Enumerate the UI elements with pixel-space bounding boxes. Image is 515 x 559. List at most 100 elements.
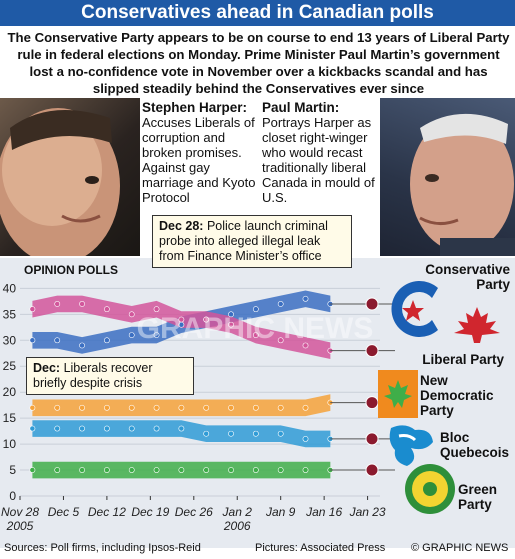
data-point [302,342,309,349]
y-tick-label: 15 [3,411,17,425]
footer-credit: © GRAPHIC NEWS [411,542,509,554]
data-point [29,404,36,411]
data-point [79,467,85,473]
y-axis: 0 5 10 15 20 25 30 35 40 [3,281,17,503]
series-endpoint-marker [365,463,379,477]
footer-sources: Sources: Poll firms, including Ipsos-Rei… [4,542,201,554]
data-point [203,467,210,473]
callout-dec-text: Liberals recover briefly despite crisis [33,361,153,390]
data-point [103,467,110,473]
ndp-logo-icon [378,370,418,418]
y-tick-label: 40 [3,281,17,295]
data-point [228,430,234,437]
series-endpoint-marker [365,432,379,446]
callout-dec28: Dec 28: Police launch criminal probe int… [152,215,352,268]
x-tick-label: Jan 9 [265,505,296,519]
data-point [277,467,284,473]
data-point [203,430,210,437]
harper-photo [0,98,140,256]
y-tick-label: 5 [9,463,16,477]
data-point [252,306,259,313]
x-tick-label: Jan 16 [305,505,342,519]
x-tick-label: Dec 26 [175,505,213,519]
data-point [128,311,135,318]
data-point [79,342,85,349]
x-tick-year: 2005 [6,519,34,533]
bloc-logo-icon [389,425,433,466]
data-point [103,425,110,432]
data-point [153,306,160,313]
data-point [228,467,234,473]
intro-text: The Conservative Party appears to be on … [7,30,510,96]
watermark: GRAPHIC NEWS [137,312,374,345]
data-point [128,467,135,473]
data-point [29,425,36,432]
y-tick-label: 0 [9,489,16,503]
data-point [54,337,61,344]
data-point [153,467,160,473]
data-point [302,404,309,411]
page-title: Conservatives ahead in Canadian polls [0,0,515,26]
y-tick-label: 25 [3,359,17,373]
data-point [153,404,160,411]
callout-dec: Dec: Liberals recover briefly despite cr… [26,357,194,395]
callout-dec28-date: Dec 28: [159,219,204,233]
data-point [128,425,135,432]
x-tick-year: 2006 [223,519,251,533]
callout-dec28-text: Police launch criminal probe into allege… [159,219,328,263]
series-endpoints [330,297,395,477]
series-endpoint-marker [365,297,379,311]
data-point [79,404,85,411]
data-point [103,404,110,411]
data-point [54,425,61,432]
data-point [29,337,36,344]
label-bloc: Bloc Quebecois [440,430,510,460]
data-point [128,404,135,411]
data-point [54,301,61,307]
data-point [178,467,185,473]
callout-dec-date: Dec: [33,361,61,375]
x-tick-label: Jan 2 [222,505,253,519]
data-point [54,404,61,411]
y-tick-label: 20 [3,385,17,399]
conservative-logo-icon [391,281,438,337]
harper-name: Stephen Harper: [142,100,248,115]
martin-text: Portrays Harper as closet right-winger w… [262,115,375,205]
martin-caption: Paul Martin: Portrays Harper as closet r… [262,100,380,205]
data-point [54,467,61,473]
liberal-maple-leaf-icon [454,307,500,343]
data-point [79,425,85,432]
label-liberal: Liberal Party [422,352,504,367]
y-tick-label: 10 [3,437,17,451]
data-point [228,404,234,411]
data-point [252,404,259,411]
label-conservative: Conservative Party [425,262,510,292]
martin-name: Paul Martin: [262,100,340,115]
data-point [178,316,185,323]
data-point [277,337,284,344]
harper-caption: Stephen Harper: Accuses Liberals of corr… [142,100,260,205]
x-tick-label: Dec 19 [131,505,169,519]
label-ndp: New Democratic Party [420,373,494,418]
footer-pictures: Pictures: Associated Press [255,542,386,554]
x-tick-label: Nov 28 [1,505,39,519]
series-endpoint-marker [365,344,379,358]
data-point [277,404,284,411]
data-point [178,425,185,432]
data-point [29,306,36,313]
y-tick-label: 35 [3,307,17,321]
data-point [153,332,160,338]
data-point [103,306,110,313]
data-point [153,425,160,432]
y-tick-label: 30 [3,333,17,347]
green-party-logo-icon [405,464,455,514]
data-point [228,321,234,328]
x-tick-label: Dec 12 [88,505,126,519]
data-point [203,316,210,323]
label-green: Green Party [458,482,498,512]
data-point [302,467,309,473]
data-point [252,467,259,473]
martin-portrait-icon [410,113,515,256]
